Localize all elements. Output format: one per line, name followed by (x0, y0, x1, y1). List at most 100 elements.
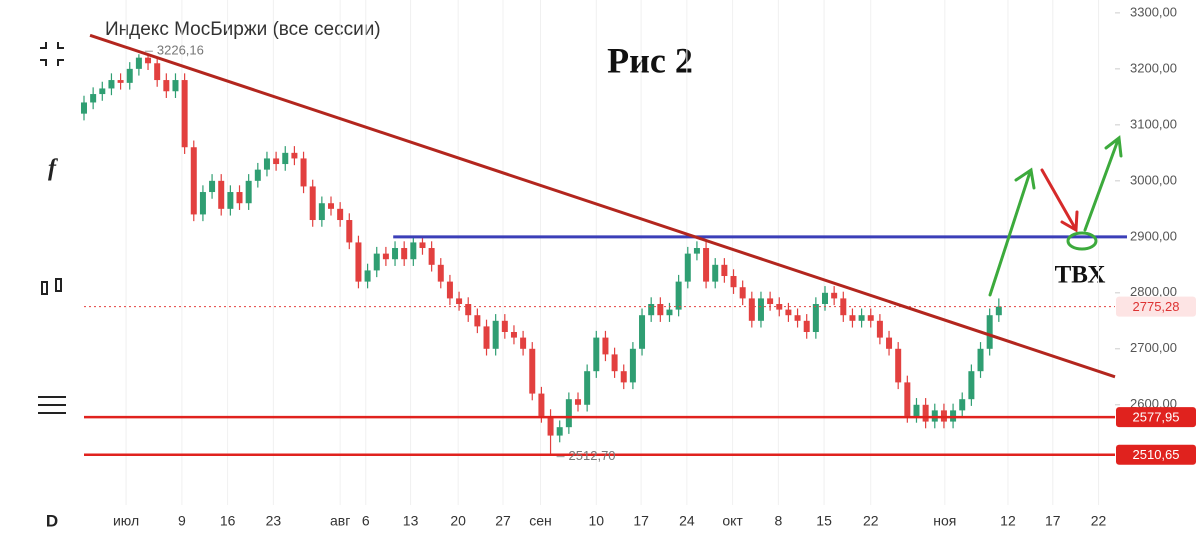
x-tick-label: 20 (450, 513, 466, 529)
candle-body (648, 304, 655, 316)
candle-body (337, 208, 344, 221)
x-tick-label: 16 (220, 513, 236, 529)
candle-body (538, 393, 545, 416)
candle-body (172, 80, 179, 92)
x-tick-label: ноя (933, 513, 956, 529)
x-tick-label: 6 (362, 513, 370, 529)
candle-body (684, 253, 691, 282)
y-tick-label: 3000,00 (1130, 172, 1177, 187)
x-tick-label: 12 (1000, 513, 1016, 529)
x-tick-label: 8 (774, 513, 782, 529)
candle-body (483, 326, 490, 349)
candle-body (556, 427, 563, 436)
fx-button[interactable]: f (48, 156, 58, 182)
candle-body (291, 152, 298, 159)
x-tick-label: сен (529, 513, 552, 529)
candle-body (446, 281, 453, 299)
candle-body (520, 337, 527, 349)
candle-body (501, 320, 508, 333)
candle-body (163, 80, 170, 92)
candle-body (840, 298, 847, 316)
candle-body (666, 309, 673, 316)
candle-body (812, 304, 819, 333)
price-label: 2577,95 (1133, 410, 1180, 425)
settings-icon[interactable] (38, 396, 66, 414)
candle-body (876, 320, 883, 338)
x-tick-label: 13 (403, 513, 419, 529)
x-tick-label: 17 (1045, 513, 1061, 529)
candle-body (639, 315, 646, 349)
candle-body (693, 248, 700, 254)
candle-body (108, 80, 115, 89)
candle-body (465, 304, 472, 316)
x-tick-label: 15 (816, 513, 832, 529)
toolbar (38, 42, 66, 414)
candle-body (904, 382, 911, 416)
candle-body (327, 203, 334, 209)
candle-body (236, 192, 243, 204)
candle-body (794, 315, 801, 321)
candle-body (959, 399, 966, 411)
x-tick-label: 27 (495, 513, 511, 529)
x-tick-label: 23 (266, 513, 282, 529)
fullscreen-icon[interactable] (40, 42, 64, 66)
candle-body (730, 276, 737, 288)
candle-body (392, 248, 399, 260)
candle-body (254, 169, 261, 181)
candle-body (739, 287, 746, 299)
price-label: 2510,65 (1133, 447, 1180, 462)
candle-body (309, 186, 316, 221)
candle-body (977, 348, 984, 372)
y-tick-label: 2800,00 (1130, 284, 1177, 299)
candle-body (895, 348, 902, 383)
y-tick-label: 3200,00 (1130, 60, 1177, 75)
candle-body (419, 242, 426, 249)
x-tick-label: 22 (863, 513, 879, 529)
candle-body (80, 102, 87, 114)
y-tick-label: 3100,00 (1130, 116, 1177, 131)
candle-body (373, 253, 380, 271)
candle-body (263, 158, 270, 170)
price-label-box (1116, 296, 1196, 317)
candle-body (99, 88, 106, 95)
candle-body (675, 281, 682, 310)
candle-body (364, 270, 371, 282)
candle-body (245, 180, 252, 204)
entry-label: ТВХ (1055, 262, 1106, 289)
candle-body (209, 180, 216, 193)
candle-body (273, 158, 280, 165)
candle-body (657, 304, 664, 316)
candle-body (849, 315, 856, 321)
candle-body (712, 264, 719, 282)
candle-body (474, 315, 481, 327)
candle-body (602, 337, 609, 355)
trend-line (89, 33, 1116, 379)
interval-button[interactable]: D (46, 511, 58, 530)
candle-body (986, 315, 993, 349)
candle-body (456, 298, 463, 305)
candle-body (831, 292, 838, 299)
candle-body (886, 337, 893, 349)
candle-body (492, 320, 499, 349)
candle-body (822, 292, 829, 305)
candle-body (913, 404, 920, 416)
candle-body (90, 94, 97, 103)
candle-body (135, 57, 142, 69)
candle-body (318, 203, 325, 221)
candle-body (703, 248, 710, 282)
candle-icon[interactable] (41, 281, 48, 295)
candle-body (437, 264, 444, 282)
price-label: 2775,28 (1133, 299, 1180, 314)
candle-body (410, 242, 417, 260)
candle-body (346, 220, 353, 243)
candle-body (968, 371, 975, 400)
candle-body (190, 147, 197, 215)
price-label-box (1116, 444, 1196, 465)
candle-body (785, 309, 792, 316)
x-tick-label: 17 (633, 513, 649, 529)
candle-body (803, 320, 810, 333)
y-tick-label: 2900,00 (1130, 228, 1177, 243)
candle-body (126, 68, 133, 83)
candle-body (382, 253, 389, 260)
